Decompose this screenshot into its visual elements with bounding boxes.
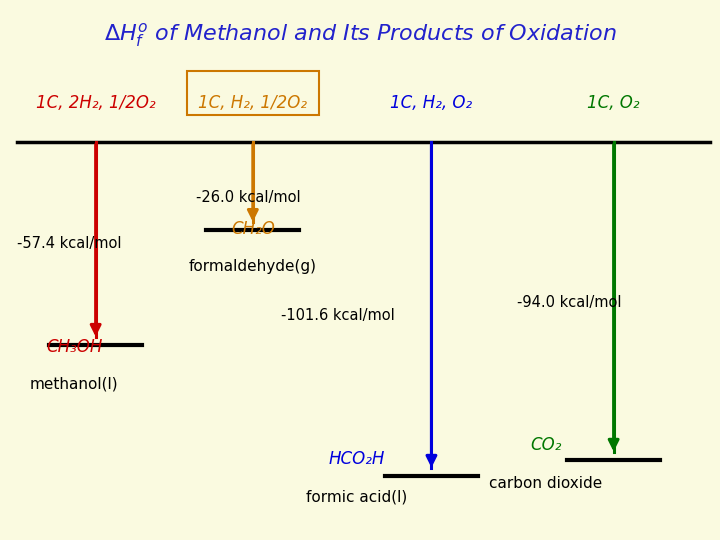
Text: $\it{\Delta H_f^o}$ of Methanol and Its Products of Oxidation: $\it{\Delta H_f^o}$ of Methanol and Its … — [104, 21, 616, 49]
Text: 1C, O₂: 1C, O₂ — [588, 94, 640, 112]
Text: CH₃OH: CH₃OH — [46, 338, 102, 355]
Text: 1C, H₂, 1/2O₂: 1C, H₂, 1/2O₂ — [198, 94, 307, 112]
Text: -26.0 kcal/mol: -26.0 kcal/mol — [196, 190, 300, 205]
Text: methanol(l): methanol(l) — [30, 377, 119, 392]
Text: -57.4 kcal/mol: -57.4 kcal/mol — [17, 236, 122, 251]
Text: -94.0 kcal/mol: -94.0 kcal/mol — [517, 294, 621, 309]
Text: CH₂O: CH₂O — [231, 220, 275, 238]
Text: -101.6 kcal/mol: -101.6 kcal/mol — [282, 308, 395, 323]
Text: 1C, H₂, O₂: 1C, H₂, O₂ — [390, 94, 472, 112]
Text: formaldehyde(g): formaldehyde(g) — [189, 259, 317, 274]
Text: formic acid(l): formic acid(l) — [306, 489, 407, 504]
Text: carbon dioxide: carbon dioxide — [489, 476, 603, 491]
Text: HCO₂H: HCO₂H — [328, 450, 384, 468]
Text: CO₂: CO₂ — [530, 436, 562, 454]
Text: 1C, 2H₂, 1/2O₂: 1C, 2H₂, 1/2O₂ — [36, 94, 156, 112]
